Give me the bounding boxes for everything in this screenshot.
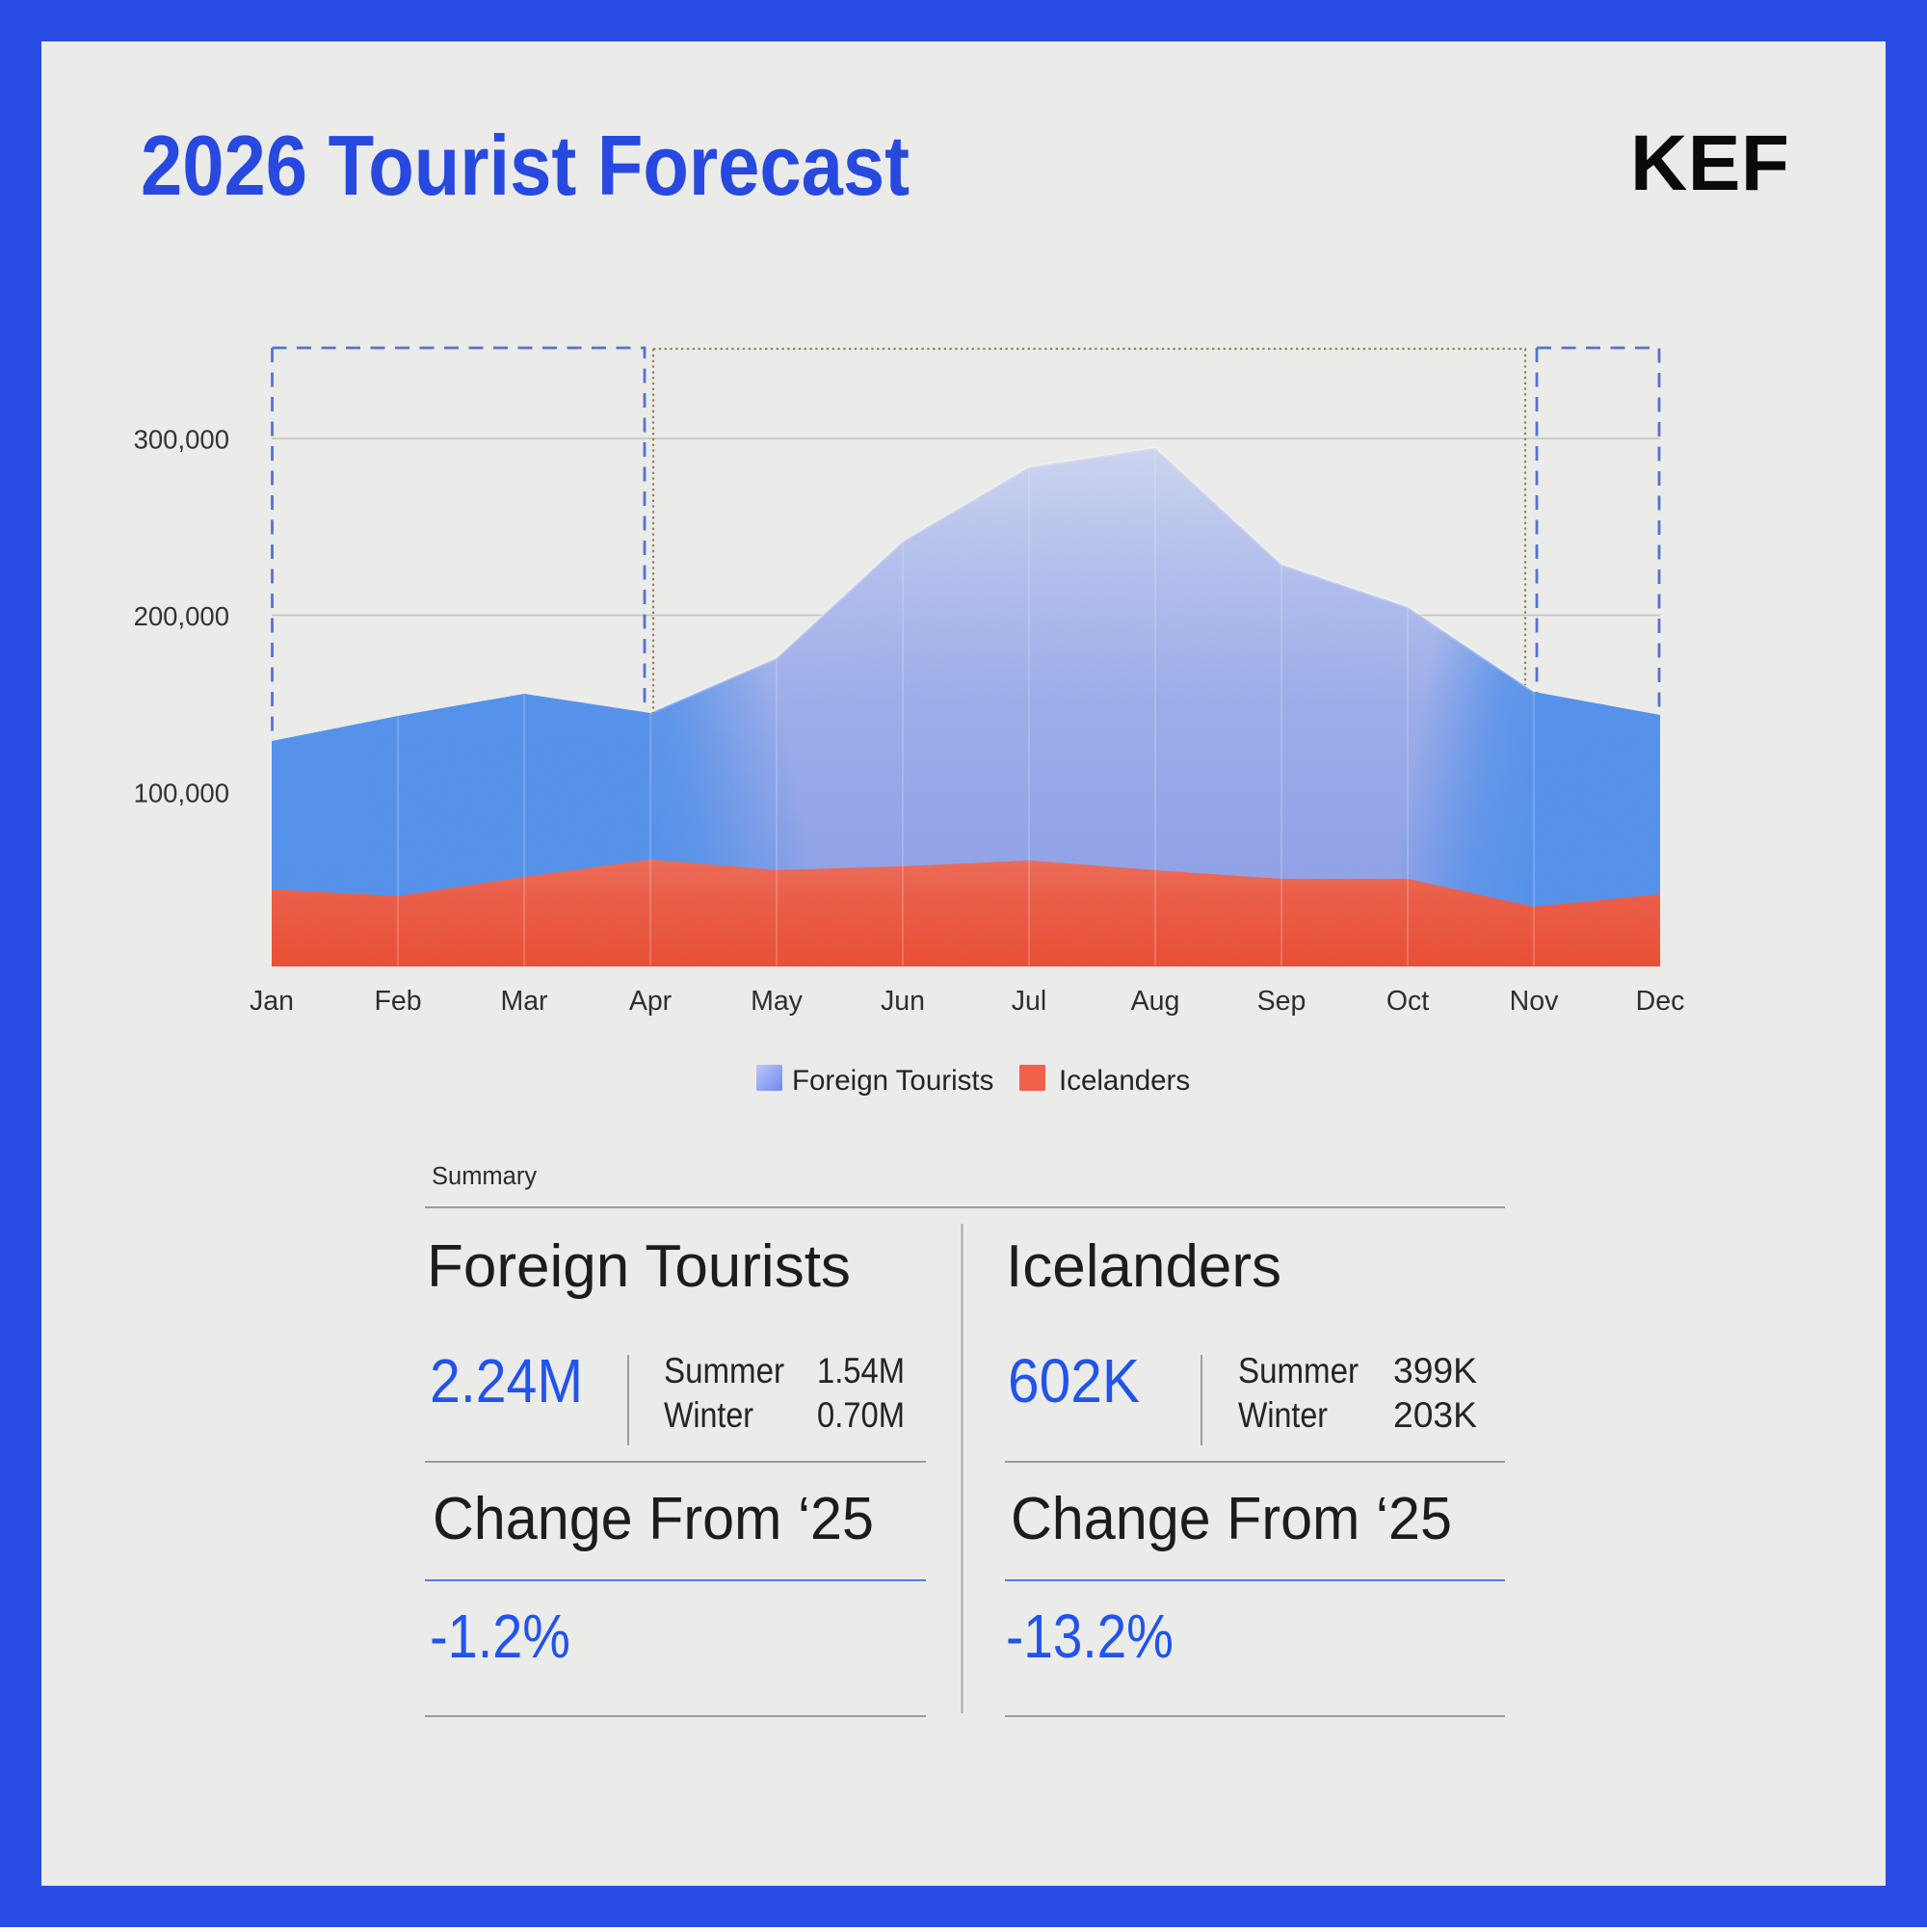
svg-text:Jan: Jan xyxy=(250,986,294,1017)
svg-text:Winter: Winter xyxy=(664,1395,753,1435)
svg-text:Aug: Aug xyxy=(1131,986,1180,1017)
svg-text:602K: 602K xyxy=(1008,1346,1140,1416)
svg-text:1.54M: 1.54M xyxy=(817,1351,905,1390)
svg-text:200,000: 200,000 xyxy=(134,601,229,631)
svg-text:Summary: Summary xyxy=(432,1163,537,1190)
svg-text:Foreign Tourists: Foreign Tourists xyxy=(792,1065,993,1097)
svg-text:0.70M: 0.70M xyxy=(817,1395,905,1435)
svg-text:Oct: Oct xyxy=(1386,986,1429,1017)
svg-text:Change From ‘25: Change From ‘25 xyxy=(433,1486,874,1552)
svg-text:399K: 399K xyxy=(1393,1351,1477,1390)
svg-text:Apr: Apr xyxy=(629,986,673,1017)
svg-text:Feb: Feb xyxy=(374,986,421,1017)
svg-text:300,000: 300,000 xyxy=(134,425,229,455)
svg-text:Foreign Tourists: Foreign Tourists xyxy=(427,1233,851,1300)
svg-text:100,000: 100,000 xyxy=(134,779,229,808)
svg-text:Summer: Summer xyxy=(1238,1351,1359,1390)
svg-text:203K: 203K xyxy=(1393,1395,1477,1435)
svg-text:Jul: Jul xyxy=(1012,986,1046,1017)
svg-text:Dec: Dec xyxy=(1636,986,1685,1017)
svg-text:Sep: Sep xyxy=(1257,986,1307,1017)
svg-text:2.24M: 2.24M xyxy=(430,1346,583,1416)
svg-text:May: May xyxy=(751,986,804,1017)
svg-text:Summer: Summer xyxy=(664,1351,784,1390)
svg-text:-13.2%: -13.2% xyxy=(1006,1601,1174,1671)
svg-text:Jun: Jun xyxy=(881,986,925,1017)
svg-text:Change From ‘25: Change From ‘25 xyxy=(1011,1486,1452,1552)
svg-text:-1.2%: -1.2% xyxy=(430,1601,570,1671)
svg-text:Icelanders: Icelanders xyxy=(1059,1065,1190,1097)
svg-text:KEF: KEF xyxy=(1630,119,1790,207)
svg-text:Icelanders: Icelanders xyxy=(1006,1233,1281,1300)
svg-text:Mar: Mar xyxy=(500,986,548,1017)
svg-text:2026 Tourist Forecast: 2026 Tourist Forecast xyxy=(141,118,910,213)
svg-text:Winter: Winter xyxy=(1238,1395,1328,1435)
svg-text:Nov: Nov xyxy=(1510,986,1559,1017)
